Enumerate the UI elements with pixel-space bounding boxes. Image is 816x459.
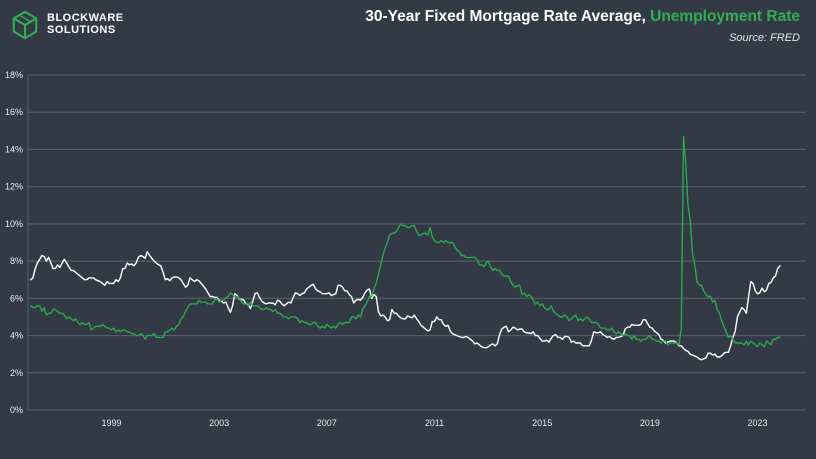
- header: BLOCKWARE SOLUTIONS 30-Year Fixed Mortga…: [0, 6, 800, 54]
- source-label: Source: FRED: [729, 32, 800, 44]
- blockware-logo: BLOCKWARE SOLUTIONS: [0, 6, 124, 40]
- svg-text:2015: 2015: [532, 418, 552, 428]
- svg-text:18%: 18%: [5, 70, 23, 80]
- chart-title-accent: Unemployment Rate: [650, 8, 800, 25]
- blockware-cube-icon: [12, 10, 38, 40]
- svg-text:2007: 2007: [317, 418, 337, 428]
- svg-text:10%: 10%: [5, 219, 23, 229]
- logo-line-blockware: BLOCKWARE: [47, 12, 124, 25]
- chart-title: 30-Year Fixed Mortgage Rate Average, Une…: [365, 8, 800, 26]
- svg-text:2011: 2011: [425, 418, 444, 428]
- title-block: 30-Year Fixed Mortgage Rate Average, Une…: [365, 6, 800, 44]
- svg-text:1999: 1999: [101, 418, 121, 428]
- blockware-logo-text: BLOCKWARE SOLUTIONS: [47, 13, 124, 36]
- chart-title-main: 30-Year Fixed Mortgage Rate Average,: [365, 8, 646, 25]
- svg-text:2003: 2003: [209, 418, 229, 428]
- svg-text:16%: 16%: [5, 107, 23, 117]
- svg-text:2023: 2023: [747, 418, 767, 428]
- logo-line-solutions: SOLUTIONS: [47, 24, 116, 36]
- svg-text:6%: 6%: [10, 293, 23, 303]
- svg-text:8%: 8%: [10, 256, 23, 266]
- svg-text:0%: 0%: [10, 405, 23, 415]
- svg-text:2%: 2%: [10, 368, 23, 378]
- svg-text:14%: 14%: [5, 144, 23, 154]
- svg-text:4%: 4%: [10, 331, 23, 341]
- svg-text:2019: 2019: [640, 418, 660, 428]
- svg-text:12%: 12%: [5, 182, 23, 192]
